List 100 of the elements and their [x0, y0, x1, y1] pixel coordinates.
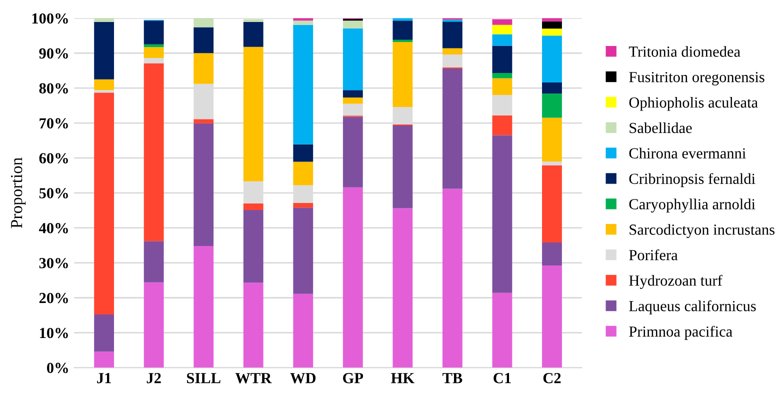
- bar: [194, 18, 214, 28]
- y-tick-label: 70%: [40, 118, 68, 129]
- bar: [392, 20, 413, 40]
- bar: [94, 314, 114, 352]
- bar: [442, 68, 462, 189]
- bar: [144, 47, 164, 58]
- bar: [392, 208, 413, 368]
- x-tick-label: HK: [391, 373, 414, 384]
- bar: [243, 19, 264, 22]
- bar: [243, 203, 264, 210]
- y-tick-label: 30%: [39, 258, 68, 268]
- legend-label: Caryophyllia arnoldi: [629, 198, 756, 213]
- bar: [144, 63, 164, 242]
- bar: [492, 292, 512, 368]
- legend-label: Tritonia diomedea: [628, 46, 740, 57]
- legend-label: Sarcodictyon incrustans: [630, 224, 774, 238]
- legend-label: Laqueus californicus: [629, 300, 756, 314]
- bar: [392, 125, 413, 208]
- legend-label: Ophiopholis aculeata: [629, 96, 758, 111]
- bar: [492, 135, 512, 293]
- y-tick-label: 0%: [47, 362, 68, 374]
- bar: [194, 246, 214, 368]
- bar: [293, 24, 314, 144]
- bar: [194, 119, 214, 124]
- bar: [243, 210, 264, 283]
- y-axis-title: Proportion: [11, 158, 26, 228]
- bar: [144, 44, 164, 48]
- bar: [542, 165, 562, 243]
- bar: [492, 24, 512, 34]
- bar: [293, 162, 314, 186]
- bar: [194, 27, 214, 54]
- bar: [392, 42, 413, 107]
- bar: [94, 22, 114, 80]
- bar: [293, 208, 314, 294]
- x-tick-label: WTR: [235, 373, 272, 384]
- x-tick-label: C2: [543, 372, 561, 384]
- y-tick-label: 100%: [32, 13, 68, 24]
- bar: [492, 78, 512, 96]
- legend-label: Sabellidae: [630, 122, 692, 134]
- x-tick-label: J2: [146, 372, 161, 384]
- legend-label: Hydrozoan turf: [629, 274, 722, 289]
- bar: [144, 282, 164, 368]
- bar: [194, 123, 214, 246]
- bar: [342, 28, 363, 90]
- bar: [542, 28, 562, 36]
- x-tick-label: GP: [343, 372, 364, 384]
- bar: [442, 22, 462, 48]
- bar: [342, 98, 363, 104]
- bar: [542, 118, 562, 162]
- bar: [144, 58, 164, 64]
- x-tick-label: SILL: [187, 372, 220, 384]
- y-tick-label: 80%: [39, 83, 68, 94]
- bar: [492, 115, 512, 136]
- bar: [542, 161, 562, 166]
- bar: [542, 18, 562, 22]
- bar: [542, 242, 562, 266]
- bar: [342, 116, 363, 188]
- bar: [293, 203, 314, 208]
- bar: [542, 21, 562, 29]
- bar: [492, 46, 512, 74]
- bar: [542, 266, 562, 368]
- bar: [342, 20, 363, 28]
- x-tick-label: TB: [442, 373, 462, 384]
- bar: [442, 54, 462, 68]
- bar: [492, 19, 512, 25]
- bar: [293, 294, 314, 368]
- bar: [94, 90, 114, 93]
- bar: [342, 90, 363, 98]
- bar: [144, 20, 164, 44]
- bar: [194, 53, 214, 84]
- y-tick-label: 20%: [39, 292, 68, 304]
- y-tick-label: 50%: [39, 188, 68, 198]
- y-tick-label: 90%: [39, 48, 68, 59]
- bar: [542, 82, 562, 94]
- x-tick-label: J1: [97, 373, 111, 384]
- bar: [94, 79, 114, 90]
- bar: [442, 48, 462, 55]
- y-tick-label: 60%: [39, 153, 68, 164]
- y-tick-label: 40%: [38, 222, 68, 234]
- legend-label: Porifera: [629, 249, 678, 260]
- bar: [94, 18, 114, 22]
- bar: [293, 144, 314, 162]
- y-tick-label: 10%: [40, 328, 68, 338]
- legend-label: Cribrinopsis fernaldi: [629, 173, 756, 188]
- bar: [243, 282, 264, 368]
- legend-label: Primnoa pacifica: [629, 326, 732, 340]
- bar: [94, 92, 114, 315]
- bar: [542, 94, 562, 118]
- bar: [542, 36, 562, 82]
- x-tick-label: WD: [290, 373, 316, 384]
- legend-label: Chirona evermanni: [629, 148, 746, 159]
- legend-label: Fusitriton oregonensis: [629, 72, 764, 86]
- bar: [243, 46, 264, 182]
- bar: [342, 104, 363, 116]
- bar: [492, 95, 512, 116]
- bar: [442, 188, 462, 368]
- bar: [293, 20, 314, 25]
- bar: [94, 352, 114, 368]
- bar: [492, 73, 512, 78]
- bar: [492, 34, 512, 46]
